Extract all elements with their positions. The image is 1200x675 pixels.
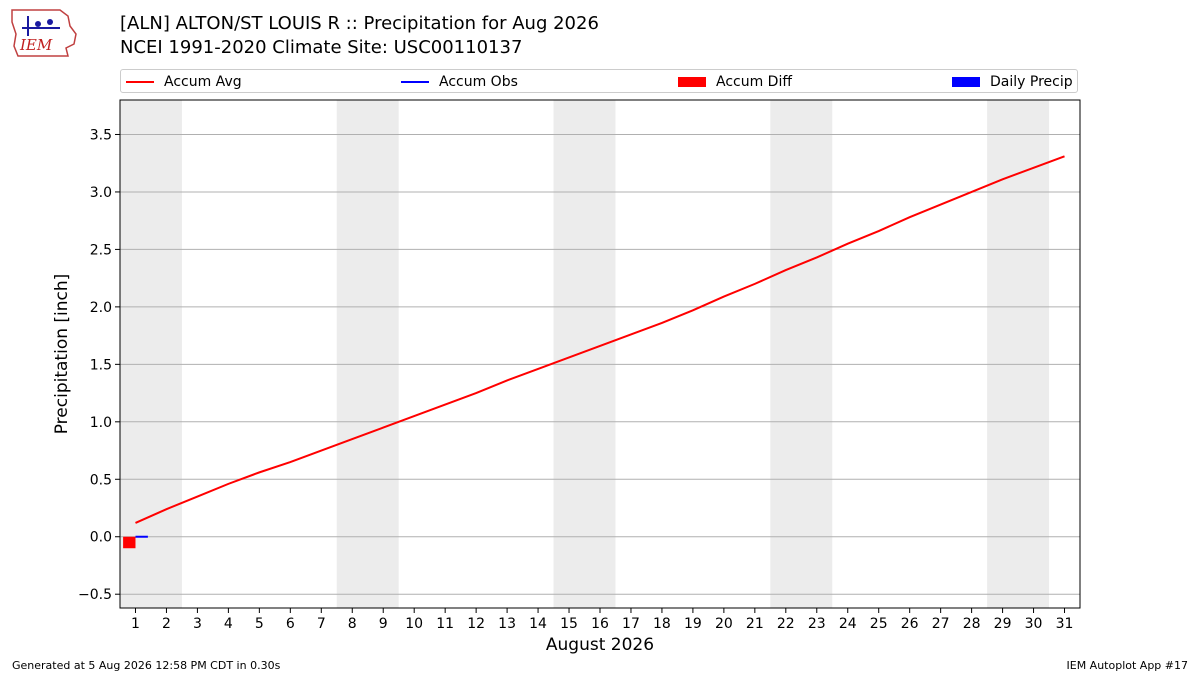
x-tick-label: 25 (870, 616, 888, 632)
x-tick-label: 29 (994, 616, 1012, 632)
legend: Accum Avg Accum Obs Accum Diff Daily Pre… (120, 69, 1078, 93)
y-tick-label: 1.5 (90, 357, 112, 373)
x-tick-label: 12 (467, 616, 485, 632)
x-tick-label: 14 (529, 616, 547, 632)
x-axis-label: August 2026 (546, 635, 654, 655)
legend-swatch-accum-avg (126, 81, 154, 83)
plot-frame (119, 99, 1081, 609)
weekend-band (336, 100, 399, 608)
bar-accum-diff (123, 536, 136, 549)
x-tick-label: 21 (746, 616, 764, 632)
x-tick-label: 20 (715, 616, 733, 632)
x-tick-label: 9 (379, 616, 388, 632)
x-tick-label: 6 (286, 616, 295, 632)
y-axis-label: Precipitation [inch] (52, 274, 72, 435)
y-tick-label: 3.0 (90, 185, 112, 201)
y-tick-label: 2.5 (90, 242, 112, 258)
legend-label-accum-avg: Accum Avg (164, 74, 242, 90)
x-tick-label: 24 (839, 616, 857, 632)
legend-item-accum-avg: Accum Avg (126, 70, 242, 94)
x-tick-label: 3 (193, 616, 202, 632)
x-tick-label: 27 (932, 616, 950, 632)
x-tick-label: 16 (591, 616, 609, 632)
x-tick-label: 1 (131, 616, 140, 632)
weekend-band (770, 100, 833, 608)
y-tick-label: 0.0 (90, 530, 112, 546)
x-tick-label: 30 (1025, 616, 1043, 632)
x-tick-label: 11 (436, 616, 454, 632)
x-tick-label: 18 (653, 616, 671, 632)
weekend-band (987, 100, 1050, 608)
footer-app: IEM Autoplot App #17 (1066, 659, 1189, 672)
chart-title: [ALN] ALTON/ST LOUIS R :: Precipitation … (120, 13, 599, 34)
y-tick-label: 3.5 (90, 127, 112, 143)
x-tick-label: 8 (348, 616, 357, 632)
weekend-band (120, 100, 182, 608)
x-tick-label: 28 (963, 616, 981, 632)
series-line-accum-avg (135, 155, 1065, 524)
legend-item-accum-diff: Accum Diff (678, 70, 792, 94)
x-tick-label: 26 (901, 616, 919, 632)
logo-text: IEM (19, 36, 53, 54)
x-tick-label: 13 (498, 616, 516, 632)
x-tick-label: 17 (622, 616, 640, 632)
y-tick-label: −0.5 (78, 587, 112, 603)
weekend-band (553, 100, 616, 608)
legend-label-daily-precip: Daily Precip (990, 74, 1073, 90)
x-tick-label: 23 (808, 616, 826, 632)
x-tick-label: 5 (255, 616, 264, 632)
legend-label-accum-obs: Accum Obs (439, 74, 518, 90)
y-tick-label: 2.0 (90, 300, 112, 316)
x-tick-label: 31 (1056, 616, 1074, 632)
legend-swatch-accum-obs (401, 81, 429, 83)
x-tick-label: 15 (560, 616, 578, 632)
y-tick-label: 1.0 (90, 415, 112, 431)
legend-label-accum-diff: Accum Diff (716, 74, 793, 90)
iem-logo: IEM (11, 9, 77, 57)
legend-item-daily-precip: Daily Precip (952, 70, 1073, 94)
y-tick-label: 0.5 (90, 472, 112, 488)
legend-swatch-daily-precip (952, 77, 980, 87)
legend-item-accum-obs: Accum Obs (401, 70, 518, 94)
x-tick-label: 19 (684, 616, 702, 632)
legend-swatch-accum-diff (678, 77, 706, 87)
x-tick-label: 7 (317, 616, 326, 632)
x-tick-label: 2 (162, 616, 171, 632)
x-tick-label: 22 (777, 616, 795, 632)
footer-generated: Generated at 5 Aug 2026 12:58 PM CDT in … (12, 659, 281, 672)
x-tick-label: 10 (405, 616, 423, 632)
x-tick-label: 4 (224, 616, 233, 632)
chart-subtitle: NCEI 1991-2020 Climate Site: USC00110137 (120, 37, 523, 58)
